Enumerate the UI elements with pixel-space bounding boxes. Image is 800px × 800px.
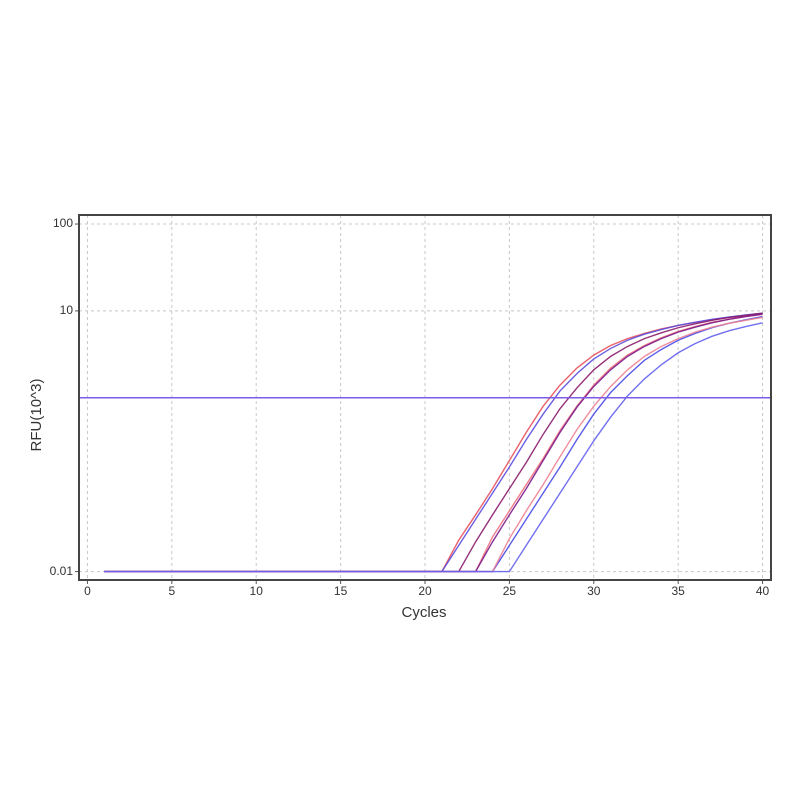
x-tick-label: 40 [756,584,770,598]
y-tick-label: 100 [53,216,73,230]
x-tick-label: 20 [418,584,432,598]
series-line [104,312,763,573]
x-tick-label: 0 [84,584,91,598]
plot-border [78,214,772,581]
y-axis-title: RFU(10^3) [28,379,45,452]
y-tick-label: 10 [60,303,74,317]
x-tick-label: 30 [587,584,601,598]
x-tick-label: 5 [168,584,175,598]
series-line [104,312,763,573]
series-line [104,322,763,573]
x-tick-label: 35 [671,584,685,598]
y-tick-label: 0.01 [50,564,74,578]
x-tick-label: 10 [250,584,264,598]
x-axis-title: Cycles [401,604,446,621]
x-tick-label: 15 [334,584,348,598]
x-tick-label: 25 [503,584,517,598]
